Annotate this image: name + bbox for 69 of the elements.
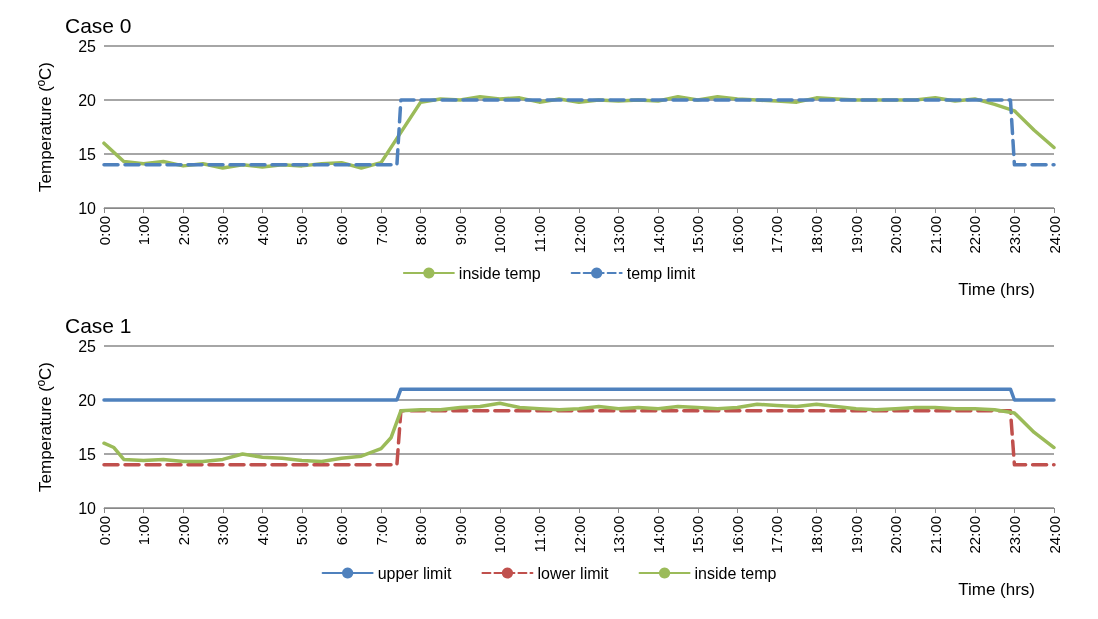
x-axis-title: Time (hrs) <box>958 580 1036 599</box>
x-tick-label: 19:00 <box>847 516 865 554</box>
x-tick-label: 9:00 <box>451 516 469 546</box>
x-tick-label: 16:00 <box>728 516 746 554</box>
y-tick-label: 10 <box>78 499 97 517</box>
x-tick-label: 3:00 <box>214 216 232 246</box>
x-tick-label: 5:00 <box>293 516 311 546</box>
legend-label: inside temp <box>694 564 777 582</box>
x-tick-label: 21:00 <box>926 216 944 254</box>
x-tick-label: 16:00 <box>728 216 746 254</box>
x-tick-label: 24:00 <box>1045 516 1063 554</box>
legend-label: upper limit <box>377 564 452 582</box>
x-tick-label: 24:00 <box>1045 216 1063 254</box>
y-tick-label: 25 <box>78 37 97 55</box>
x-tick-label: 13:00 <box>610 216 628 254</box>
x-tick-label: 9:00 <box>451 216 469 246</box>
x-tick-label: 2:00 <box>174 516 192 546</box>
x-tick-label: 23:00 <box>1005 516 1023 554</box>
x-tick-label: 3:00 <box>214 516 232 546</box>
y-tick-label: 25 <box>78 337 97 355</box>
y-tick-label: 20 <box>78 391 97 409</box>
x-tick-label: 2:00 <box>174 216 192 246</box>
x-tick-label: 1:00 <box>135 216 153 246</box>
x-tick-label: 4:00 <box>253 216 271 246</box>
y-tick-label: 10 <box>78 199 97 217</box>
x-tick-label: 20:00 <box>887 516 905 554</box>
x-tick-label: 18:00 <box>808 516 825 554</box>
y-tick-label: 15 <box>78 445 97 463</box>
x-tick-label: 8:00 <box>412 516 430 546</box>
x-axis-title: Time (hrs) <box>958 280 1036 299</box>
x-tick-label: 21:00 <box>926 516 944 554</box>
x-tick-label: 8:00 <box>412 216 430 246</box>
x-tick-label: 0:00 <box>95 516 113 546</box>
x-tick-label: 22:00 <box>966 216 984 254</box>
x-tick-label: 12:00 <box>570 516 588 554</box>
x-tick-label: 17:00 <box>768 216 786 254</box>
x-tick-label: 14:00 <box>649 516 667 554</box>
legend-label: temp limit <box>626 264 696 282</box>
y-tick-label: 20 <box>78 91 97 109</box>
x-tick-label: 11:00 <box>530 216 548 253</box>
x-tick-label: 1:00 <box>135 516 153 546</box>
x-tick-label: 7:00 <box>372 216 390 246</box>
x-tick-label: 14:00 <box>649 216 667 254</box>
x-tick-label: 19:00 <box>847 216 865 254</box>
x-tick-label: 15:00 <box>689 216 707 254</box>
chart-title: Case 0 <box>65 14 132 37</box>
y-tick-label: 15 <box>78 145 97 163</box>
x-tick-label: 15:00 <box>689 516 707 554</box>
x-tick-label: 12:00 <box>570 216 588 254</box>
x-tick-label: 6:00 <box>333 216 350 246</box>
x-tick-label: 10:00 <box>491 516 509 554</box>
x-tick-label: 5:00 <box>293 216 311 246</box>
x-tick-label: 0:00 <box>95 216 113 246</box>
x-tick-label: 4:00 <box>253 516 271 546</box>
legend-label: lower limit <box>537 564 610 582</box>
y-axis-title: Temperature (ºC) <box>36 62 55 192</box>
x-tick-label: 17:00 <box>768 516 786 554</box>
x-tick-label: 22:00 <box>966 516 984 554</box>
x-tick-label: 11:00 <box>530 516 548 553</box>
y-axis-title: Temperature (ºC) <box>36 362 55 492</box>
x-tick-label: 7:00 <box>372 516 390 546</box>
x-tick-label: 18:00 <box>808 216 825 254</box>
chart-title: Case 1 <box>65 314 132 337</box>
x-tick-label: 20:00 <box>887 216 905 254</box>
x-tick-label: 13:00 <box>610 516 628 554</box>
legend-label: inside temp <box>458 264 541 282</box>
x-tick-label: 10:00 <box>491 216 509 254</box>
x-tick-label: 6:00 <box>333 516 350 546</box>
x-tick-label: 23:00 <box>1005 216 1023 254</box>
